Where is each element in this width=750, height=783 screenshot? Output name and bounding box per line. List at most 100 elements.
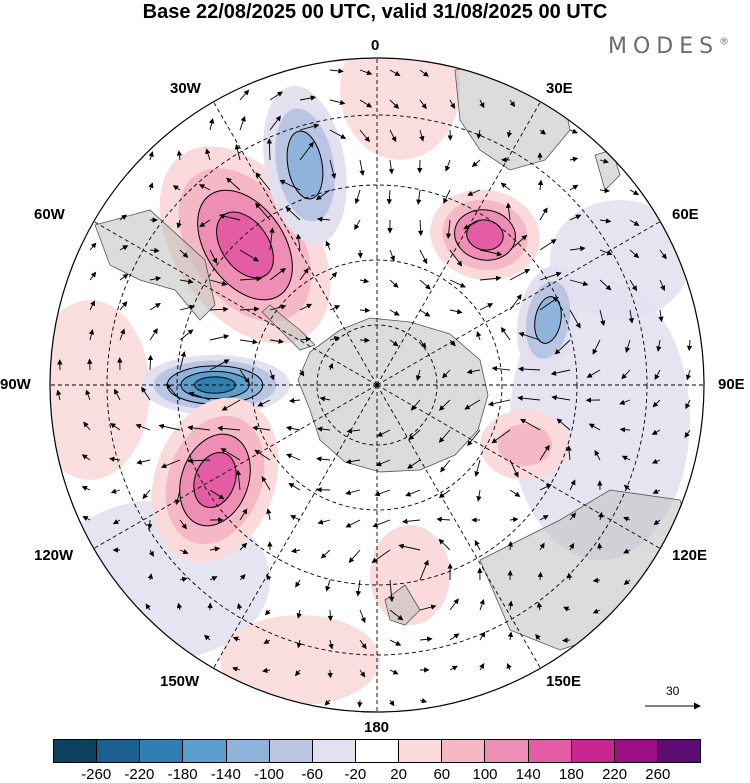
wind-vector: [354, 219, 361, 231]
wind-vector: [509, 489, 521, 497]
anomaly-ridge-east-indian: [480, 410, 570, 480]
wind-vector: [479, 99, 485, 109]
weak-anomaly-patch: [550, 200, 690, 320]
wind-vector: [599, 218, 612, 224]
wind-vector: [569, 184, 579, 191]
wind-vector: [179, 576, 188, 583]
wind-vector: [554, 339, 571, 355]
lat-lon-grid: [50, 58, 704, 712]
wind-vector: [89, 242, 97, 251]
wind-vector: [449, 99, 455, 109]
colorbar-segment: [355, 740, 400, 762]
colorbar-tick-label: -100: [253, 766, 285, 783]
wind-vector: [261, 476, 271, 491]
colorbar-segment: [226, 740, 270, 762]
wind-vector: [179, 549, 189, 555]
wind-vector: [329, 129, 347, 139]
wind-vector: [476, 129, 482, 140]
wind-vector: [389, 339, 399, 347]
wind-vector: [354, 189, 361, 205]
wind-vector: [449, 279, 466, 288]
colorbar-segment: [614, 740, 658, 762]
colorbar-tick-label: 140: [515, 766, 541, 783]
wind-vector: [324, 699, 331, 706]
wind-vector: [316, 216, 331, 222]
wind-vector: [359, 159, 365, 177]
wind-vector: [299, 336, 312, 342]
wind-vector: [179, 304, 196, 311]
wind-vector: [566, 445, 572, 461]
wind-vector: [375, 459, 391, 467]
map-area: [50, 58, 704, 712]
wind-vector: [652, 399, 661, 408]
wind-vector: [623, 484, 631, 491]
wind-vector: [239, 89, 250, 101]
wind-vector: [592, 577, 601, 583]
wind-vector: [359, 639, 367, 650]
wind-vector: [398, 543, 421, 551]
wind-vector: [148, 151, 154, 161]
wind-vector: [145, 603, 151, 611]
wind-vector: [166, 383, 181, 401]
wind-vector: [329, 336, 340, 342]
wind-vector: [629, 189, 640, 195]
anomaly-trough-central-atlantic: [263, 85, 347, 245]
wind-vector: [288, 482, 301, 491]
wind-vector: [299, 369, 305, 377]
wind-vector: [506, 129, 513, 138]
wind-vector: [291, 548, 301, 554]
colorbar-tick-label: -60: [301, 766, 324, 783]
wind-vector: [597, 511, 604, 521]
wind-vector: [299, 303, 313, 311]
wind-vector: [232, 666, 241, 672]
wind-vector: [234, 143, 241, 161]
wind-vector: [199, 219, 211, 228]
meridian-line: [376, 214, 672, 386]
wind-vector: [449, 339, 456, 347]
colorbar-segment: [97, 740, 141, 762]
wind-vector: [264, 609, 271, 616]
wind-vector: [623, 516, 631, 522]
wind-vector: [269, 267, 286, 281]
longitude-label-120e: 120E: [672, 547, 708, 564]
wind-vector: [436, 516, 451, 523]
wind-vector: [119, 273, 129, 281]
wind-vector: [563, 606, 571, 612]
wind-vector: [491, 429, 511, 444]
wind-vector: [198, 184, 211, 191]
wind-vector: [188, 391, 211, 401]
wind-vector: [539, 444, 550, 461]
anomaly-contour: [498, 424, 552, 466]
wind-vector: [419, 309, 431, 317]
wind-vector: [359, 669, 366, 678]
wind-vector: [500, 326, 511, 341]
wind-vector: [288, 397, 301, 404]
wind-vector: [296, 639, 302, 649]
wind-vector: [506, 662, 512, 671]
wind-vector: [659, 249, 667, 260]
longitude-label-0: 0: [371, 37, 380, 54]
brand-name: MODES: [608, 34, 720, 59]
wind-vector: [487, 399, 511, 407]
wind-vector: [205, 148, 211, 161]
wind-vector: [269, 115, 281, 131]
wind-vector: [536, 601, 543, 611]
wind-vector: [619, 426, 631, 433]
wind-vector: [372, 519, 391, 528]
wind-vector: [328, 362, 334, 371]
wind-vector: [149, 276, 162, 282]
wind-vector: [594, 450, 601, 461]
colorbar-segment: [485, 740, 529, 762]
wind-vector: [619, 399, 631, 405]
wind-vector: [507, 631, 514, 641]
wind-vector: [588, 423, 601, 431]
wind-vector: [569, 479, 576, 491]
wind-vector: [209, 334, 230, 341]
wind-vector: [597, 542, 603, 551]
wind-vector: [539, 239, 557, 251]
wind-vector: [135, 423, 151, 431]
meridian-line: [82, 384, 378, 556]
wind-vector: [89, 300, 95, 311]
wind-vector: [266, 508, 272, 521]
wind-vector: [592, 339, 601, 355]
